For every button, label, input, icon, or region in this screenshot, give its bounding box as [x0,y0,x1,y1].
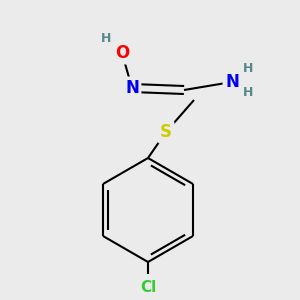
Text: N: N [125,79,139,97]
Text: H: H [243,61,253,74]
Text: S: S [160,123,172,141]
Text: H: H [243,85,253,98]
Text: Cl: Cl [140,280,156,296]
Text: O: O [115,44,129,62]
Text: N: N [225,73,239,91]
Text: H: H [101,32,111,46]
